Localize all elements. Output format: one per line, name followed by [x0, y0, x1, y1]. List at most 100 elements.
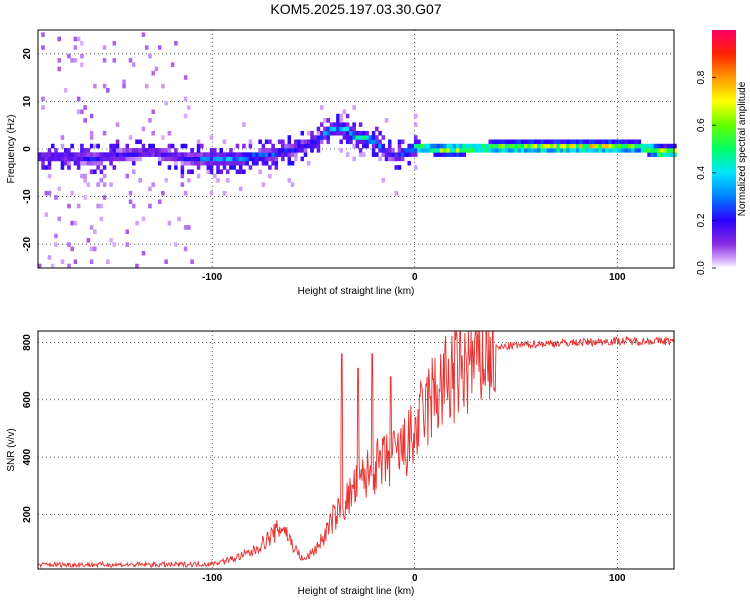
spectrogram-cell — [611, 139, 616, 145]
spectrogram-cell — [605, 139, 609, 145]
spectrogram-cell — [400, 152, 405, 157]
spectrogram-cell — [187, 156, 191, 162]
spectrogram-cell — [148, 118, 152, 123]
spectrogram-cell — [592, 139, 596, 145]
spectrogram-cell — [209, 190, 214, 196]
spectrogram-cell — [154, 66, 159, 72]
spectrogram-cell — [352, 135, 356, 140]
spectrogram-cell — [511, 143, 515, 149]
spectrogram-cell — [128, 148, 133, 153]
spectrogram-cell — [144, 148, 149, 153]
spectrogram-cell — [213, 160, 217, 166]
spectrogram-cell — [47, 165, 52, 170]
spectrogram-cell — [242, 143, 246, 149]
spectrogram-cell — [520, 143, 525, 149]
spectrogram-cell — [511, 139, 515, 145]
spectrogram-cell — [352, 156, 356, 162]
spectrogram-cell — [183, 156, 188, 162]
spectrogram-cell — [345, 122, 350, 127]
spectrogram-cell — [514, 139, 518, 145]
spectrogram-cell — [41, 165, 45, 170]
spectrogram-cell — [313, 135, 318, 140]
spectrogram-cell — [248, 165, 253, 170]
spectrogram-cell — [264, 152, 269, 157]
spectrogram-cell — [300, 148, 305, 153]
spectrogram-cell — [368, 135, 373, 140]
spectrogram-cell — [60, 165, 65, 170]
spectrogram-cell — [187, 225, 191, 230]
spectrogram-cell — [216, 160, 220, 166]
spectrogram-cell — [196, 139, 201, 145]
spectrogram-cell — [225, 169, 230, 175]
spectrogram-cell — [550, 148, 554, 153]
spectrogram-cell — [235, 169, 240, 175]
spectrogram-cell — [621, 143, 625, 149]
spectrogram-cell — [349, 139, 353, 145]
spectrogram-cell — [430, 143, 434, 149]
spectrogram-cell — [151, 148, 155, 153]
spectrogram-cell — [543, 148, 548, 153]
spectrogram-cell — [213, 156, 217, 162]
spectrogram-cell — [582, 148, 586, 153]
spectrogram-y-tick-label: -10 — [22, 189, 33, 204]
spectrogram-cell — [650, 143, 655, 149]
spectrogram-cell — [546, 139, 551, 145]
spectrogram-cell — [106, 88, 110, 93]
spectrogram-cell — [352, 130, 356, 136]
spectrogram-cell — [634, 148, 638, 153]
spectrogram-cell — [141, 143, 146, 149]
spectrogram-cell — [209, 148, 214, 153]
spectrogram-cell — [235, 160, 240, 166]
spectrogram-cell — [183, 160, 188, 166]
spectrogram-cell — [507, 139, 512, 145]
spectrogram-cell — [255, 152, 259, 157]
spectrogram-cell — [154, 152, 159, 157]
spectrogram-cell — [601, 143, 606, 149]
snr-series-line — [37, 330, 675, 569]
spectrogram-cell — [128, 199, 133, 205]
spectrogram-cell — [339, 148, 343, 153]
spectrogram-cell — [585, 143, 590, 149]
snr-plot-area — [38, 331, 674, 569]
spectrogram-frame — [37, 29, 675, 269]
spectrogram-cell — [498, 143, 502, 149]
spectrogram-cell — [112, 40, 117, 46]
spectrogram-cell — [271, 156, 275, 162]
spectrogram-cell — [141, 152, 146, 157]
spectrogram-cell — [161, 152, 165, 157]
spectrogram-cell — [569, 148, 574, 153]
spectrogram-cell — [141, 216, 146, 222]
spectrogram-cell — [109, 160, 113, 166]
spectrogram-cell — [93, 246, 97, 252]
spectrogram-cell — [310, 139, 314, 145]
spectrogram-cell — [258, 148, 262, 153]
spectrogram-cell — [388, 148, 392, 153]
spectrogram-cell — [167, 156, 172, 162]
spectrogram-cell — [93, 160, 97, 166]
spectrogram-cell — [44, 190, 49, 196]
spectrogram-cell — [180, 160, 185, 166]
spectrogram-cell — [86, 182, 91, 187]
spectrogram-cell — [375, 135, 379, 140]
spectrogram-cell — [128, 156, 133, 162]
spectrogram-cell — [339, 118, 343, 123]
spectrogram-cell — [631, 148, 635, 153]
spectrogram-cell — [209, 135, 214, 140]
spectrogram-cell — [57, 66, 61, 72]
spectrogram-cell — [481, 143, 486, 149]
spectrogram-cell — [588, 143, 593, 149]
spectrogram-cell — [264, 160, 269, 166]
spectrogram-cell — [362, 143, 366, 149]
spectrogram-cell — [268, 148, 272, 153]
spectrogram-cell — [187, 169, 191, 175]
spectrogram-cell — [537, 143, 541, 149]
spectrogram-cell — [183, 152, 188, 157]
spectrogram-cell — [122, 152, 126, 157]
spectrogram-cell — [637, 148, 642, 153]
spectrogram-cell — [209, 169, 214, 175]
spectrogram-cell — [148, 203, 152, 209]
spectrogram-cell — [112, 148, 117, 153]
spectrogram-cell — [349, 130, 353, 136]
spectrogram-cell — [141, 32, 146, 37]
spectrogram-cell — [614, 139, 619, 145]
